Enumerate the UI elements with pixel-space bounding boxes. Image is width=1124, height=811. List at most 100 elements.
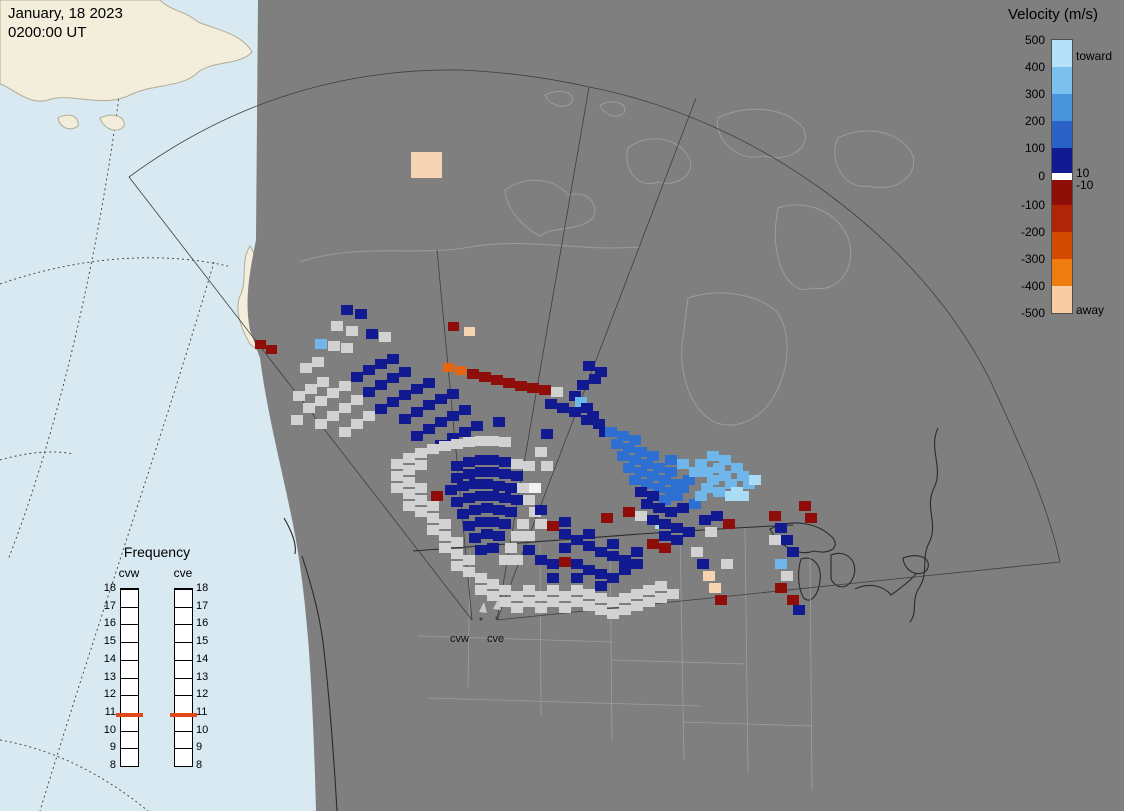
velocity-cell: [427, 501, 439, 511]
velocity-cell: [499, 585, 511, 595]
velocity-cell: [551, 387, 563, 397]
velocity-cell: [439, 543, 451, 553]
velocity-cell: [363, 365, 375, 375]
velocity-cell: [737, 471, 749, 481]
velocity-cell: [635, 467, 647, 477]
velocity-cell: [799, 501, 811, 511]
velocity-tick-label: 200: [1024, 114, 1045, 128]
frequency-tick-line: [121, 748, 138, 750]
velocity-cell: [775, 583, 787, 593]
velocity-cell: [511, 603, 523, 613]
velocity-cell: [559, 557, 571, 567]
velocity-cell: [607, 539, 619, 549]
velocity-cell: [411, 152, 442, 178]
frequency-tick-line: [175, 589, 192, 590]
velocity-cell: [415, 483, 427, 493]
velocity-cell: [351, 372, 363, 382]
velocity-cell: [635, 511, 647, 521]
velocity-cell: [647, 491, 659, 501]
velocity-cell: [583, 361, 595, 371]
velocity-cell: [595, 605, 607, 615]
velocity-cell: [463, 437, 475, 447]
velocity-cell: [399, 414, 411, 424]
velocity-cell: [499, 519, 511, 529]
velocity-cell: [635, 447, 647, 457]
velocity-cell: [431, 491, 443, 501]
velocity-cell: [499, 555, 511, 565]
frequency-tick-line: [175, 659, 192, 661]
radar-label-cve: cve: [487, 633, 505, 645]
velocity-cell: [571, 597, 583, 607]
velocity-cell: [607, 551, 619, 561]
velocity-cell: [399, 390, 411, 400]
velocity-cell: [351, 419, 363, 429]
velocity-cell: [505, 507, 517, 517]
velocity-cell: [312, 357, 324, 367]
velocity-cell: [475, 436, 487, 446]
velocity-cell: [463, 555, 475, 565]
velocity-cell: [523, 461, 535, 471]
velocity-cell: [423, 400, 435, 410]
velocity-cell: [427, 513, 439, 523]
velocity-cell: [457, 509, 469, 519]
velocity-cell: [653, 503, 665, 513]
velocity-tick-label: 500: [1024, 33, 1045, 47]
frequency-tick-label: 10: [196, 723, 209, 736]
velocity-cell: [593, 419, 605, 429]
velocity-cell: [423, 378, 435, 388]
velocity-cell: [617, 451, 629, 461]
frequency-legend-title: Frequency: [123, 544, 191, 560]
velocity-cell: [339, 427, 351, 437]
velocity-cell: [719, 471, 731, 481]
frequency-tick-line: [121, 766, 138, 767]
velocity-cell: [475, 517, 487, 527]
borders-coastlines: [283, 427, 939, 811]
velocity-cell: [595, 547, 607, 557]
velocity-cell: [611, 439, 623, 449]
velocity-cell: [463, 469, 475, 479]
velocity-cell: [539, 385, 551, 395]
frequency-tick-line: [121, 677, 138, 679]
velocity-cell: [607, 597, 619, 607]
frequency-tick-label: 18: [196, 582, 209, 594]
velocity-cell: [415, 507, 427, 517]
velocity-cell: [589, 374, 601, 384]
state-borders: [417, 527, 813, 791]
velocity-cell: [511, 555, 523, 565]
velocity-cell: [647, 451, 659, 461]
frequency-tick-line: [175, 624, 192, 626]
velocity-tick-label: -500: [1020, 306, 1045, 320]
velocity-cell: [391, 483, 403, 493]
velocity-cell: [671, 491, 683, 501]
velocity-cell: [403, 453, 415, 463]
velocity-cell: [255, 340, 266, 349]
frequency-tick-line: [175, 677, 192, 679]
velocity-cell: [475, 467, 487, 477]
frequency-tick-line: [175, 766, 192, 767]
colorbar-segment: [1052, 286, 1072, 313]
velocity-cells-layer: [255, 152, 817, 619]
velocity-cell: [491, 375, 503, 385]
velocity-cell: [415, 495, 427, 505]
velocity-cell: [581, 415, 593, 425]
date-text: January, 18 2023: [8, 5, 123, 22]
velocity-cell: [339, 403, 351, 413]
velocity-cell: [463, 493, 475, 503]
velocity-cell: [447, 433, 459, 443]
velocity-cell: [511, 591, 523, 601]
velocity-cell: [451, 549, 463, 559]
velocity-cell: [487, 517, 499, 527]
velocity-cell: [607, 573, 619, 583]
velocity-tick-label: 100: [1024, 141, 1045, 155]
velocity-cell: [619, 565, 631, 575]
velocity-cell: [317, 377, 329, 387]
velocity-cell: [719, 455, 731, 465]
velocity-cell: [677, 503, 689, 513]
colorbar-segment: [1052, 173, 1072, 180]
velocity-cell: [711, 511, 723, 521]
velocity-cell: [723, 519, 735, 529]
velocity-cell: [629, 455, 641, 465]
frequency-tick-line: [121, 642, 138, 644]
velocity-cell: [653, 483, 665, 493]
velocity-cell: [439, 531, 451, 541]
